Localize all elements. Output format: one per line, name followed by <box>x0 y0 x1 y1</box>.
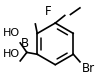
Text: HO: HO <box>3 49 20 59</box>
Text: F: F <box>45 5 52 18</box>
Text: HO: HO <box>3 28 20 38</box>
Text: Br: Br <box>82 62 95 75</box>
Text: B: B <box>21 37 29 50</box>
